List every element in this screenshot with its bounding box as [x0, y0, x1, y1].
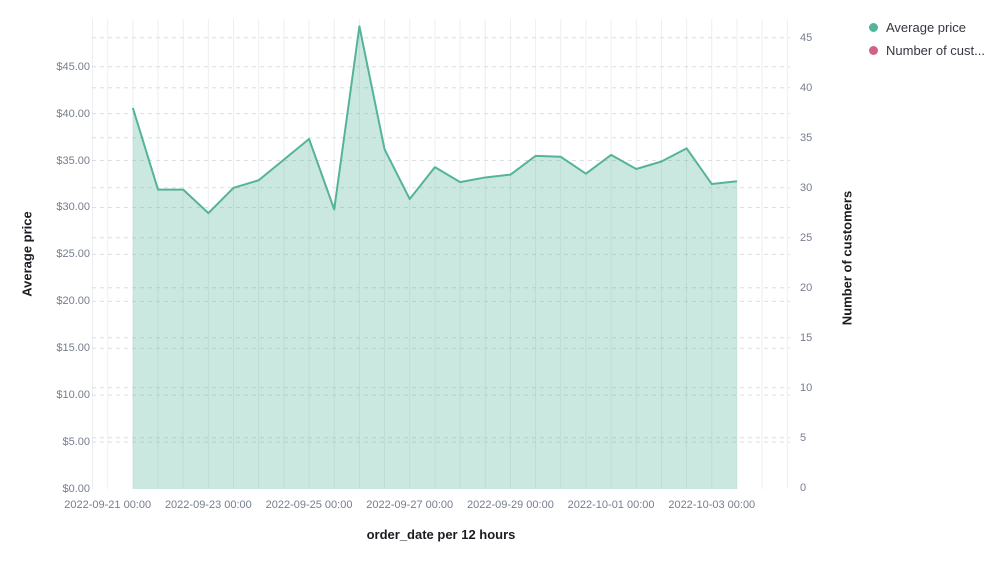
legend-label: Number of cust...: [886, 43, 985, 58]
y-left-tick-label: $10.00: [56, 389, 90, 402]
y-right-tick-label: 35: [800, 131, 813, 144]
y-left-tick-label: $20.00: [56, 295, 90, 308]
right-axis-title: Number of customers: [839, 190, 855, 326]
y-right-tick-label: 30: [800, 181, 813, 194]
y-right-tick-label: 40: [800, 81, 813, 94]
x-tick-label: 2022-09-27 00:00: [366, 499, 454, 511]
legend-label: Average price: [886, 20, 966, 35]
left-axis-title: Average price: [19, 211, 35, 297]
y-left-tick-label: $0.00: [62, 483, 90, 495]
number-of-customers-series-dot-icon: [869, 46, 878, 55]
y-left-tick-label: $45.00: [56, 60, 90, 73]
y-right-tick-label: 5: [800, 431, 807, 444]
y-left-tick-label: $5.00: [62, 436, 90, 449]
y-right-tick-label: 10: [800, 381, 813, 394]
y-right-tick-label: 45: [800, 31, 813, 44]
legend: Average price Number of cust...: [869, 20, 985, 58]
average-price-area[interactable]: [132, 26, 737, 489]
x-tick-label: 2022-09-21 00:00: [64, 499, 152, 511]
y-right-tick-label: 0: [800, 481, 807, 494]
average-price-line[interactable]: [131, 25, 738, 215]
x-tick-label: 2022-09-23 00:00: [164, 499, 252, 511]
y-left-tick-label: $25.00: [56, 248, 90, 261]
x-axis-title: order_date per 12 hours: [366, 527, 516, 542]
y-left-tick-label: $40.00: [56, 107, 90, 120]
x-tick-label: 2022-10-01 00:00: [567, 499, 655, 511]
y-left-tick-label: $35.00: [56, 154, 90, 167]
y-right-tick-label: 25: [800, 231, 813, 244]
y-left-tick-label: $30.00: [56, 201, 90, 214]
y-right-tick-label: 15: [800, 331, 813, 344]
y-right-tick-label: 20: [800, 281, 813, 294]
x-tick-label: 2022-10-03 00:00: [668, 499, 756, 511]
legend-item-number-of-customers[interactable]: Number of cust...: [869, 43, 985, 58]
average-price-series-dot-icon: [869, 23, 878, 32]
y-left-tick-label: $15.00: [56, 342, 90, 355]
legend-item-average-price[interactable]: Average price: [869, 20, 985, 35]
x-tick-label: 2022-09-29 00:00: [466, 499, 554, 511]
x-tick-label: 2022-09-25 00:00: [265, 499, 353, 511]
